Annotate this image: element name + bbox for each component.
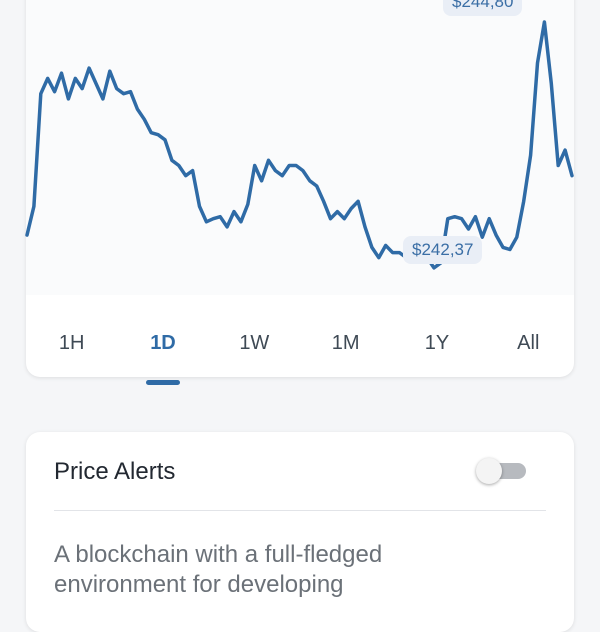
- tab-1y[interactable]: 1Y: [424, 331, 450, 354]
- price-alerts-toggle[interactable]: [476, 458, 526, 484]
- price-chart-card: [26, 0, 574, 377]
- tab-1h[interactable]: 1H: [58, 331, 85, 354]
- price-alerts-title: Price Alerts: [54, 458, 176, 485]
- time-range-tabs: 1H 1D 1W 1M 1Y All: [26, 323, 574, 385]
- tab-1w[interactable]: 1W: [239, 331, 270, 354]
- tab-all[interactable]: All: [517, 331, 540, 354]
- divider: [54, 510, 546, 511]
- chart-plot-area: [26, 0, 574, 295]
- high-price-label: $244,80: [443, 0, 523, 16]
- toggle-knob: [476, 458, 502, 484]
- low-price-label: $242,37: [403, 236, 483, 264]
- tab-1d[interactable]: 1D: [133, 332, 193, 385]
- tab-1m[interactable]: 1M: [331, 331, 360, 354]
- price-alerts-card: Price Alerts A blockchain with a full-fl…: [26, 432, 574, 632]
- asset-description: A blockchain with a full-fledged environ…: [54, 541, 383, 598]
